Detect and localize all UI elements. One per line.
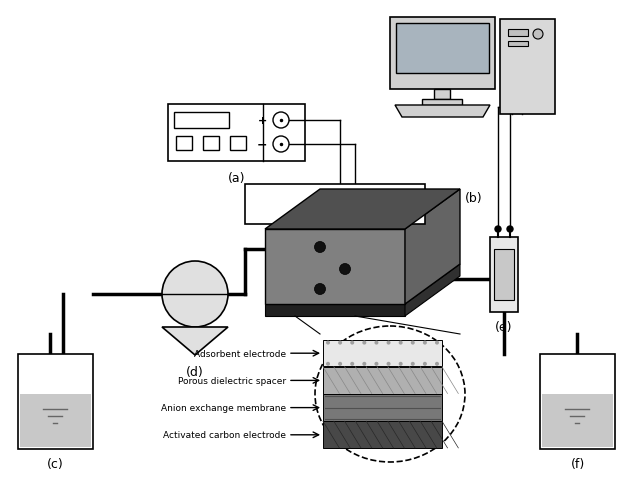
- Bar: [168, 105, 305, 162]
- Circle shape: [162, 262, 228, 327]
- Bar: [323, 421, 442, 448]
- Bar: [203, 137, 219, 151]
- Bar: [323, 340, 442, 367]
- Polygon shape: [265, 229, 405, 304]
- Circle shape: [314, 242, 326, 253]
- Bar: [500, 20, 555, 115]
- Bar: [323, 367, 442, 394]
- Circle shape: [435, 341, 439, 345]
- Text: (d): (d): [186, 365, 204, 378]
- Circle shape: [387, 362, 391, 366]
- Circle shape: [362, 362, 366, 366]
- Bar: [396, 24, 489, 74]
- Bar: [422, 100, 462, 106]
- Polygon shape: [162, 327, 228, 355]
- Text: Porous dielectric spacer: Porous dielectric spacer: [178, 376, 286, 385]
- Text: (b): (b): [465, 192, 483, 204]
- Bar: [176, 137, 192, 151]
- Circle shape: [411, 362, 415, 366]
- Circle shape: [374, 341, 379, 345]
- Bar: [490, 238, 518, 312]
- Circle shape: [387, 341, 391, 345]
- Bar: [18, 354, 93, 449]
- Bar: [494, 250, 514, 300]
- Text: (f): (f): [570, 457, 585, 470]
- Polygon shape: [405, 264, 460, 316]
- Text: (a): (a): [228, 172, 245, 185]
- Bar: [230, 137, 246, 151]
- Circle shape: [338, 341, 342, 345]
- Circle shape: [411, 341, 415, 345]
- Bar: [508, 30, 528, 37]
- Polygon shape: [265, 190, 460, 229]
- Ellipse shape: [315, 326, 465, 462]
- Circle shape: [273, 113, 289, 129]
- Circle shape: [340, 264, 350, 275]
- Circle shape: [350, 362, 354, 366]
- Bar: [542, 394, 613, 447]
- Bar: [245, 185, 425, 225]
- Circle shape: [423, 362, 427, 366]
- Bar: [20, 394, 91, 447]
- Circle shape: [495, 227, 501, 232]
- Bar: [390, 18, 495, 90]
- Polygon shape: [395, 106, 490, 118]
- Circle shape: [399, 362, 403, 366]
- Bar: [540, 354, 615, 449]
- Circle shape: [273, 137, 289, 153]
- Text: Adsorbent electrode: Adsorbent electrode: [194, 349, 286, 358]
- Circle shape: [314, 284, 326, 295]
- Text: Anion exchange membrane: Anion exchange membrane: [161, 403, 286, 412]
- Bar: [323, 394, 442, 421]
- Circle shape: [435, 362, 439, 366]
- Polygon shape: [265, 304, 405, 316]
- Circle shape: [533, 30, 543, 40]
- Circle shape: [326, 341, 330, 345]
- Circle shape: [338, 362, 342, 366]
- Text: −: −: [256, 138, 267, 151]
- Circle shape: [507, 227, 513, 232]
- Circle shape: [399, 341, 403, 345]
- Text: (c): (c): [47, 457, 64, 470]
- Text: (e): (e): [495, 320, 513, 333]
- Circle shape: [374, 362, 379, 366]
- Bar: [508, 42, 528, 47]
- Circle shape: [326, 362, 330, 366]
- Bar: [434, 90, 450, 100]
- Circle shape: [350, 341, 354, 345]
- Bar: [174, 113, 229, 129]
- Text: +: +: [258, 116, 267, 126]
- Text: Activated carbon electrode: Activated carbon electrode: [163, 431, 286, 439]
- Polygon shape: [405, 190, 460, 304]
- Circle shape: [362, 341, 366, 345]
- Circle shape: [423, 341, 427, 345]
